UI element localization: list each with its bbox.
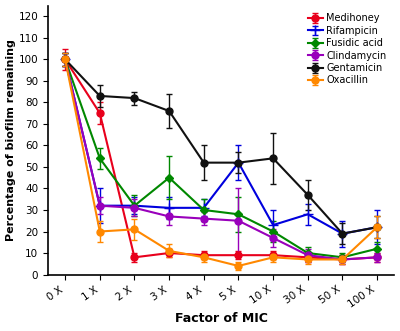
- Y-axis label: Percentage of biofilm remaining: Percentage of biofilm remaining: [6, 39, 16, 241]
- Legend: Medihoney, Rifampicin, Fusidic acid, Clindamycin, Gentamicin, Oxacillin: Medihoney, Rifampicin, Fusidic acid, Cli…: [305, 10, 390, 88]
- X-axis label: Factor of MIC: Factor of MIC: [175, 312, 268, 325]
